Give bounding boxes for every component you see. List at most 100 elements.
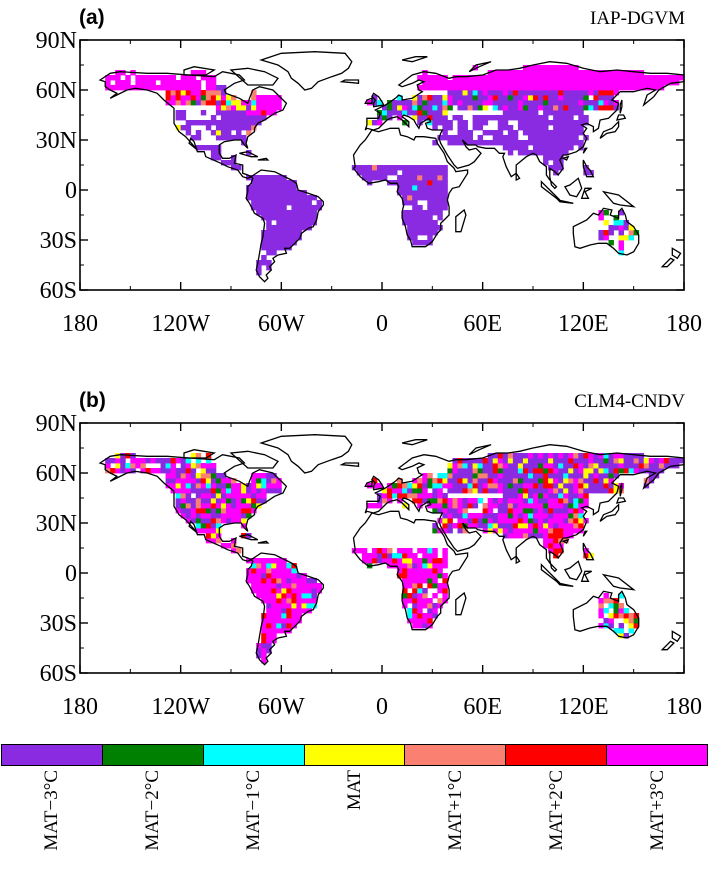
shading-cell bbox=[417, 175, 423, 181]
shading-cell bbox=[371, 120, 378, 126]
shading-cell bbox=[522, 453, 529, 459]
shading-cell bbox=[251, 110, 257, 116]
shading-cell bbox=[517, 523, 524, 529]
shading-cell bbox=[502, 105, 509, 111]
shading-cell bbox=[281, 618, 287, 624]
shading-cell bbox=[236, 508, 242, 514]
shading-cell bbox=[256, 105, 262, 111]
shading-cell bbox=[442, 558, 448, 564]
shading-cell bbox=[522, 518, 529, 524]
shading-cell bbox=[432, 165, 438, 171]
shading-cell bbox=[311, 215, 317, 221]
shading-cell bbox=[311, 598, 317, 604]
shading-cell bbox=[236, 518, 242, 524]
shading-cell bbox=[608, 598, 614, 604]
shading-cell bbox=[492, 80, 499, 86]
shading-cell bbox=[301, 195, 307, 201]
shading-cell bbox=[241, 493, 247, 499]
shading-cell bbox=[246, 110, 252, 116]
shading-cell bbox=[497, 453, 504, 459]
shading-cell bbox=[588, 458, 594, 464]
shading-cell bbox=[251, 473, 257, 479]
shading-cell bbox=[256, 190, 262, 196]
shading-cell bbox=[442, 85, 448, 91]
shading-cell bbox=[306, 205, 312, 211]
lon-tick-label: 60W bbox=[258, 694, 305, 720]
shading-cell bbox=[517, 488, 524, 494]
shading-cell bbox=[583, 548, 589, 554]
shading-cell bbox=[533, 488, 539, 494]
shading-cell bbox=[578, 458, 584, 464]
shading-cell bbox=[432, 568, 438, 574]
shading-cell bbox=[422, 80, 428, 86]
shading-cell bbox=[608, 80, 614, 86]
shading-cell bbox=[603, 105, 609, 111]
shading-cell bbox=[291, 180, 297, 186]
shading-cell bbox=[417, 603, 423, 609]
shading-cell bbox=[472, 80, 479, 86]
shading-cell bbox=[618, 608, 624, 614]
legend-swatch bbox=[304, 745, 406, 765]
shading-cell bbox=[482, 140, 489, 146]
shading-cell bbox=[397, 115, 403, 121]
shading-cell bbox=[603, 100, 609, 106]
shading-cell bbox=[215, 513, 222, 519]
shading-cell bbox=[311, 578, 317, 584]
shading-cell bbox=[397, 185, 403, 191]
shading-cell bbox=[573, 100, 579, 106]
shading-cell bbox=[533, 115, 539, 121]
shading-cell bbox=[548, 80, 554, 86]
shading-cell bbox=[553, 493, 559, 499]
shading-cell bbox=[527, 95, 534, 101]
shading-cell bbox=[442, 75, 448, 81]
shading-cell bbox=[366, 503, 373, 509]
coastline-newZealandS bbox=[660, 640, 675, 651]
shading-cell bbox=[618, 220, 624, 226]
shading-cell bbox=[241, 523, 247, 529]
shading-cell bbox=[271, 473, 277, 479]
shading-cell bbox=[180, 473, 187, 479]
shading-cell bbox=[271, 215, 277, 221]
shading-cell bbox=[548, 120, 554, 126]
shading-cell bbox=[402, 568, 408, 574]
shading-cell bbox=[422, 175, 428, 181]
shading-cell bbox=[653, 468, 660, 474]
shading-cell bbox=[427, 205, 433, 211]
shading-cell bbox=[266, 578, 272, 584]
legend-swatch bbox=[506, 745, 608, 765]
shading-cell bbox=[638, 463, 645, 469]
shading-cell bbox=[543, 528, 549, 534]
shading-cell bbox=[150, 458, 156, 464]
shading-cell bbox=[417, 578, 423, 584]
shading-cell bbox=[231, 110, 237, 116]
shading-cell bbox=[422, 210, 428, 216]
shading-cell bbox=[548, 90, 554, 96]
shading-cell bbox=[603, 85, 609, 91]
shading-cell bbox=[271, 250, 277, 256]
shading-cell bbox=[563, 528, 569, 534]
shading-cell bbox=[190, 100, 197, 106]
shading-cell bbox=[210, 518, 217, 524]
shading-cell bbox=[165, 463, 171, 469]
shading-cell bbox=[271, 95, 277, 101]
shading-cell bbox=[407, 598, 413, 604]
shading-cell bbox=[477, 125, 484, 131]
shading-cell bbox=[205, 80, 212, 86]
shading-cell bbox=[623, 458, 630, 464]
shading-cell bbox=[452, 140, 458, 146]
shading-cell bbox=[467, 85, 473, 91]
shading-cell bbox=[497, 498, 504, 504]
shading-cell bbox=[618, 633, 624, 639]
shading-cell bbox=[603, 593, 609, 599]
shading-cell bbox=[598, 90, 604, 96]
shading-cell bbox=[527, 80, 534, 86]
shading-cell bbox=[492, 528, 499, 534]
shading-cell bbox=[578, 120, 584, 126]
shading-cell bbox=[205, 120, 212, 126]
shading-cell bbox=[371, 548, 378, 554]
shading-cell bbox=[261, 235, 267, 241]
shading-cell bbox=[598, 105, 604, 111]
shading-cell bbox=[533, 518, 539, 524]
shading-cell bbox=[190, 513, 197, 519]
shading-cell bbox=[241, 100, 247, 106]
